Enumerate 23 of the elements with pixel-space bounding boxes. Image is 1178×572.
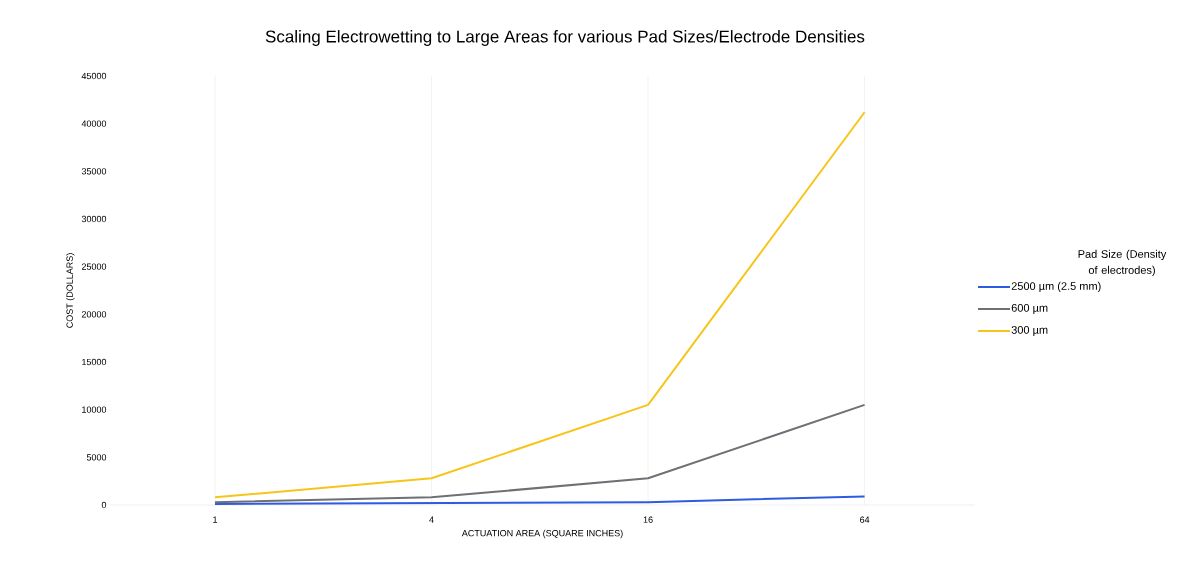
line-series [214,111,866,499]
y-tick-label: 15000 [82,358,107,366]
y-tick-label: 20000 [81,311,107,318]
x-tick-label: 16 [643,516,653,523]
line-series [214,403,866,504]
legend-label: 600 µm [1011,304,1048,314]
chart-title: Scaling Electrowetting to Large Areas for various Pad Sizes/Electrode Densities [265,30,865,46]
x-tick-label: 64 [860,516,870,523]
y-axis-title: COST (DOLLARS) [66,253,75,328]
y-tick-label: 40000 [81,120,107,127]
y-tick-label: 0 [101,501,107,509]
y-tick-label: 30000 [81,215,107,223]
y-tick-label: 25000 [81,263,107,270]
x-tick-label: 4 [429,516,434,523]
y-tick-label: 5000 [86,454,107,461]
y-tick-label: 45000 [81,72,107,80]
x-tick-label: 1 [213,516,218,523]
y-tick-label: 10000 [82,406,107,413]
x-axis-title: ACTUATION AREA (SQUARE INCHES) [461,529,623,539]
legend-label: 300 µm [1011,326,1048,336]
legend-label: 2500 µm (2.5 mm) [1011,281,1101,293]
legend-title: Pad Size (Density of electrodes) [1078,249,1167,277]
y-tick-label: 35000 [81,168,107,175]
